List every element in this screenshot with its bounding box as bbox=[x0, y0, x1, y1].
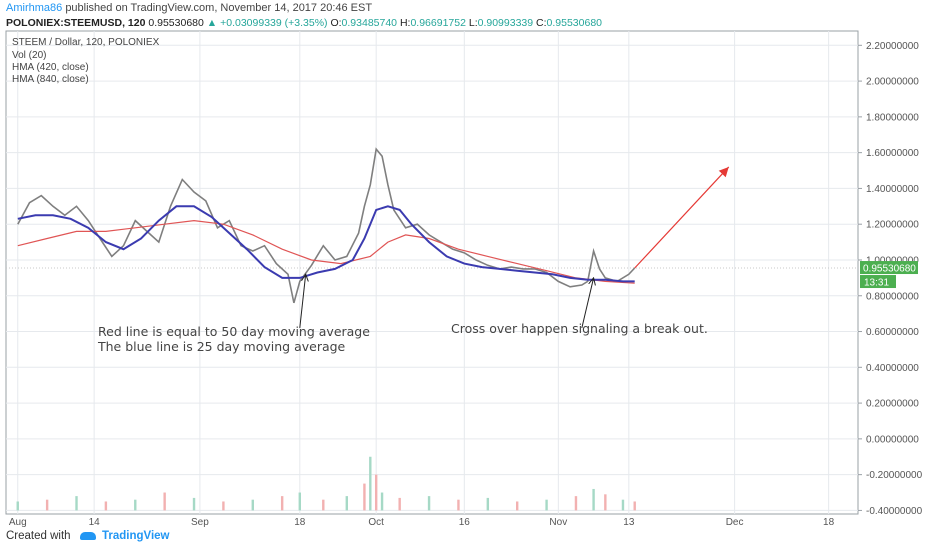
volume-bar bbox=[163, 492, 166, 511]
volume-bar bbox=[604, 494, 607, 511]
x-tick-label: Sep bbox=[191, 517, 209, 528]
note-blue-line: The blue line is 25 day moving average bbox=[98, 339, 346, 354]
pointer-arrow bbox=[299, 274, 306, 329]
y-tick-label: 1.60000000 bbox=[866, 148, 919, 159]
volume-bar bbox=[545, 499, 548, 511]
volume-bar bbox=[298, 492, 301, 511]
x-tick-label: 18 bbox=[294, 517, 306, 528]
volume-bar bbox=[222, 501, 225, 511]
created-with-text: Created with bbox=[6, 530, 71, 542]
tradingview-brand[interactable]: TradingView bbox=[101, 530, 170, 542]
author-link[interactable]: Amirhma86 bbox=[6, 2, 63, 14]
y-tick-label: 0.40000000 bbox=[866, 363, 919, 374]
close-label: C: bbox=[536, 17, 547, 29]
high-label: H: bbox=[399, 17, 411, 29]
volume-bar bbox=[633, 501, 636, 511]
legend-title: STEEM / Dollar, 120, POLONIEX bbox=[12, 37, 160, 48]
x-tick-label: Nov bbox=[549, 517, 567, 528]
footer: Created with TradingView bbox=[6, 530, 170, 542]
price-change: +0.03099339 (+3.35%) bbox=[220, 17, 328, 29]
hma420-series-line bbox=[17, 205, 635, 283]
x-tick-label: 16 bbox=[459, 517, 471, 528]
volume-bar bbox=[251, 499, 254, 511]
x-tick-label: Dec bbox=[726, 517, 744, 528]
volume-bar bbox=[427, 496, 431, 511]
volume-bar bbox=[75, 496, 78, 511]
y-tick-label: -0.40000000 bbox=[866, 506, 923, 517]
y-tick-label: 1.40000000 bbox=[866, 184, 919, 195]
y-tick-label: 0.20000000 bbox=[866, 399, 919, 410]
legend-hma420: HMA (420, close) bbox=[12, 62, 89, 73]
countdown-badge bbox=[860, 275, 896, 289]
pointer-arrow bbox=[581, 278, 594, 329]
price-badge bbox=[860, 261, 918, 275]
y-tick-label: 0.00000000 bbox=[866, 434, 919, 445]
volume-bar bbox=[592, 488, 595, 511]
last-price: 0.95530680 bbox=[148, 17, 204, 29]
x-tick-label: 14 bbox=[89, 517, 101, 528]
open-label: O: bbox=[330, 17, 342, 29]
tradingview-cloud-icon bbox=[79, 531, 96, 540]
low-value: 0.90993339 bbox=[477, 17, 534, 29]
symbol-label: POLONIEX:STEEMUSD, 120 bbox=[6, 17, 146, 29]
x-tick-label: 13 bbox=[623, 517, 635, 528]
y-tick-label: 2.00000000 bbox=[866, 77, 919, 88]
countdown-text: 13:31 bbox=[864, 278, 889, 289]
breakout-arrow bbox=[634, 166, 730, 269]
hma840-series-line bbox=[17, 219, 635, 284]
volume-bar bbox=[621, 499, 625, 511]
volume-bar bbox=[374, 474, 378, 511]
volume-bar bbox=[516, 501, 519, 511]
y-tick-label: 1.80000000 bbox=[866, 112, 919, 123]
volume-bar bbox=[104, 501, 108, 511]
x-tick-label: Oct bbox=[368, 517, 384, 528]
y-tick-label: 0.60000000 bbox=[866, 327, 919, 338]
y-tick-label: -0.20000000 bbox=[866, 470, 923, 481]
volume-bar bbox=[134, 499, 137, 511]
publish-line: Amirhma86 published on TradingView.com, … bbox=[6, 2, 372, 14]
low-label: L: bbox=[468, 17, 478, 29]
legend-vol: Vol (20) bbox=[12, 50, 47, 61]
plot-area bbox=[5, 30, 859, 515]
volume-bar bbox=[380, 492, 384, 511]
open-value: 0.93485740 bbox=[341, 17, 398, 29]
volume-bar bbox=[398, 497, 401, 511]
crossover-note: Cross over happen signaling a break out. bbox=[451, 321, 708, 336]
price-badge-text: 0.95530680 bbox=[863, 264, 916, 275]
volume-bar bbox=[345, 496, 348, 511]
high-value: 0.96691752 bbox=[410, 17, 466, 29]
up-triangle-icon: ▲ bbox=[206, 17, 218, 29]
x-tick-label: Aug bbox=[9, 517, 27, 528]
moving-average-note: Red line is equal to 50 day moving avera… bbox=[98, 324, 370, 354]
y-tick-label: 1.00000000 bbox=[866, 255, 919, 266]
volume-bar bbox=[369, 456, 372, 511]
volume-bar bbox=[486, 497, 490, 511]
volume-bar bbox=[574, 496, 578, 511]
volume-bar bbox=[280, 496, 284, 511]
y-tick-label: 1.20000000 bbox=[866, 220, 919, 231]
legend-hma840: HMA (840, close) bbox=[12, 74, 89, 85]
volume-bar bbox=[363, 483, 366, 511]
close-value: 0.95530680 bbox=[546, 17, 603, 29]
volume-bar bbox=[457, 499, 460, 511]
note-red-line: Red line is equal to 50 day moving avera… bbox=[98, 324, 370, 339]
y-tick-label: 2.20000000 bbox=[866, 41, 919, 52]
published-text: published on TradingView.com, November 1… bbox=[65, 2, 373, 14]
x-tick-label: 18 bbox=[823, 517, 835, 528]
volume-bar bbox=[45, 499, 49, 511]
volume-bar bbox=[192, 497, 196, 511]
volume-bar bbox=[322, 499, 325, 511]
quote-line: POLONIEX:STEEMUSD, 120 0.95530680 ▲ +0.0… bbox=[6, 17, 602, 29]
volume-bar bbox=[16, 501, 19, 511]
y-tick-label: 0.80000000 bbox=[866, 291, 919, 302]
